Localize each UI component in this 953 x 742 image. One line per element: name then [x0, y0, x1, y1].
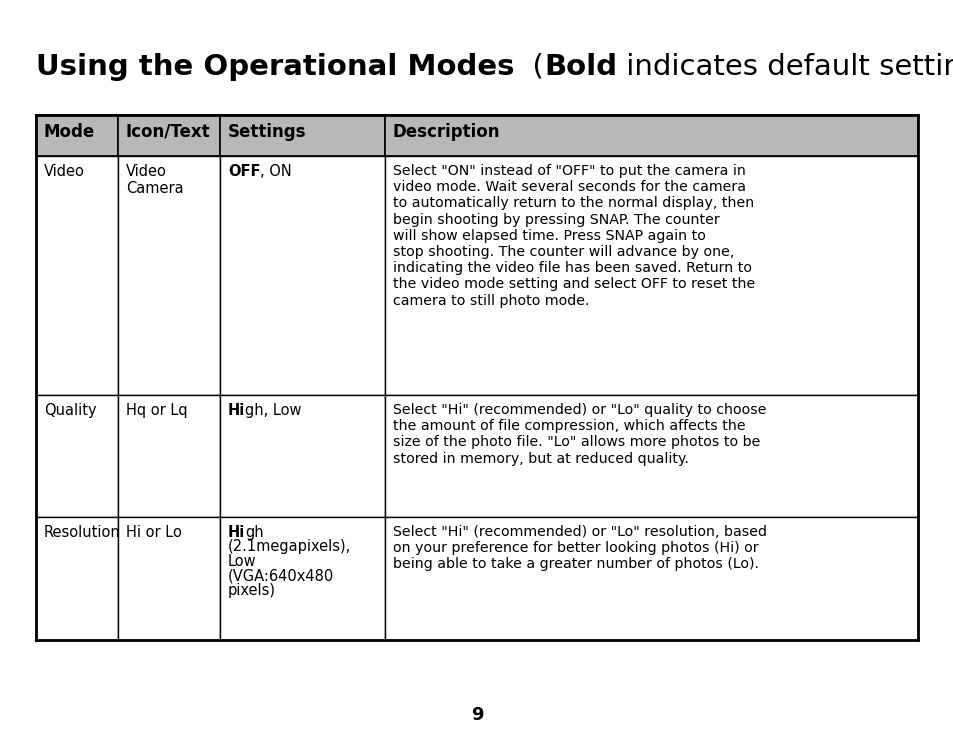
Text: Select "Hi" (recommended) or "Lo" resolution, based
on your preference for bette: Select "Hi" (recommended) or "Lo" resolu… [393, 525, 766, 571]
Bar [220, 395, 385, 517]
Bar [220, 156, 385, 395]
Text: gh, Low: gh, Low [245, 403, 301, 418]
Text: Description: Description [393, 123, 500, 141]
Text: Hi: Hi [228, 525, 245, 540]
Text: Mode: Mode [44, 123, 95, 141]
Bar [220, 517, 385, 640]
Bar [36, 156, 118, 395]
Text: Hi: Hi [228, 403, 245, 418]
Text: gh: gh [245, 525, 264, 540]
Text: Hi or Lo: Hi or Lo [126, 525, 182, 540]
Bar [220, 115, 385, 156]
Text: Bold: Bold [544, 53, 617, 81]
Bar [385, 517, 917, 640]
Bar [36, 517, 118, 640]
Text: pixels): pixels) [228, 583, 275, 598]
Bar [118, 517, 220, 640]
Text: Using the Operational Modes: Using the Operational Modes [36, 53, 514, 81]
Text: Video: Video [44, 164, 85, 179]
Bar [36, 115, 118, 156]
Bar [118, 395, 220, 517]
Text: Resolution: Resolution [44, 525, 121, 540]
Text: (VGA:640x480: (VGA:640x480 [228, 568, 334, 583]
Text: Video
Camera: Video Camera [126, 164, 183, 197]
Text: Settings: Settings [228, 123, 306, 141]
Bar [385, 156, 917, 395]
Bar [118, 115, 220, 156]
Text: (: ( [514, 53, 544, 81]
Text: Low: Low [228, 554, 256, 569]
Text: Select "ON" instead of "OFF" to put the camera in
video mode. Wait several secon: Select "ON" instead of "OFF" to put the … [393, 164, 755, 308]
Text: , ON: , ON [260, 164, 292, 179]
Text: Icon/Text: Icon/Text [126, 123, 211, 141]
Text: indicates default settings): indicates default settings) [617, 53, 953, 81]
Bar [385, 395, 917, 517]
Text: (2.1megapixels),: (2.1megapixels), [228, 539, 351, 554]
Bar [118, 156, 220, 395]
Bar [385, 115, 917, 156]
Bar [36, 395, 118, 517]
Text: Hq or Lq: Hq or Lq [126, 403, 188, 418]
Text: Quality: Quality [44, 403, 96, 418]
Text: Select "Hi" (recommended) or "Lo" quality to choose
the amount of file compressi: Select "Hi" (recommended) or "Lo" qualit… [393, 403, 765, 465]
Text: OFF: OFF [228, 164, 260, 179]
Text: 9: 9 [470, 706, 483, 724]
